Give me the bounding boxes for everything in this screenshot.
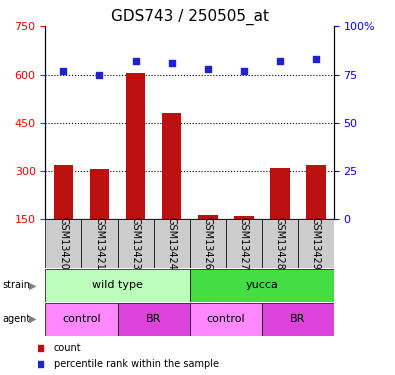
- Bar: [118, 219, 154, 268]
- Text: ▶: ▶: [29, 314, 36, 324]
- Point: [276, 58, 283, 64]
- Bar: [226, 219, 261, 268]
- Bar: [90, 170, 109, 219]
- Text: percentile rank within the sample: percentile rank within the sample: [54, 359, 219, 369]
- Point: [96, 72, 103, 78]
- Title: GDS743 / 250505_at: GDS743 / 250505_at: [111, 9, 269, 25]
- Bar: [198, 214, 218, 219]
- Bar: [45, 303, 118, 336]
- Text: GSM13426: GSM13426: [203, 217, 213, 270]
- Text: control: control: [62, 314, 101, 324]
- Text: BR: BR: [146, 314, 161, 324]
- Text: GSM13424: GSM13424: [167, 217, 177, 270]
- Point: [168, 60, 175, 66]
- Bar: [190, 303, 261, 336]
- Point: [312, 56, 319, 62]
- Bar: [261, 219, 298, 268]
- Point: [205, 66, 211, 72]
- Text: GSM13428: GSM13428: [275, 217, 285, 270]
- Bar: [298, 219, 334, 268]
- Bar: [126, 73, 145, 219]
- Bar: [306, 165, 325, 219]
- Text: agent: agent: [2, 314, 30, 324]
- Text: yucca: yucca: [245, 280, 278, 290]
- Bar: [45, 219, 81, 268]
- Text: GSM13421: GSM13421: [94, 217, 105, 270]
- Bar: [118, 303, 190, 336]
- Text: count: count: [54, 343, 81, 353]
- Bar: [154, 219, 190, 268]
- Bar: [261, 303, 334, 336]
- Text: ▶: ▶: [29, 280, 36, 290]
- Text: strain: strain: [2, 280, 30, 290]
- Text: GSM13420: GSM13420: [58, 217, 68, 270]
- Point: [60, 68, 67, 74]
- Bar: [54, 165, 73, 219]
- Bar: [162, 113, 181, 219]
- Text: GSM13429: GSM13429: [311, 217, 321, 270]
- Bar: [270, 168, 290, 219]
- Bar: [190, 219, 226, 268]
- Text: control: control: [206, 314, 245, 324]
- Point: [132, 58, 139, 64]
- Text: GSM13423: GSM13423: [130, 217, 141, 270]
- Text: GSM13427: GSM13427: [239, 217, 249, 270]
- Bar: [81, 219, 118, 268]
- Bar: [45, 269, 190, 302]
- Text: wild type: wild type: [92, 280, 143, 290]
- Point: [241, 68, 247, 74]
- Bar: [234, 216, 254, 219]
- Text: BR: BR: [290, 314, 305, 324]
- Bar: [190, 269, 334, 302]
